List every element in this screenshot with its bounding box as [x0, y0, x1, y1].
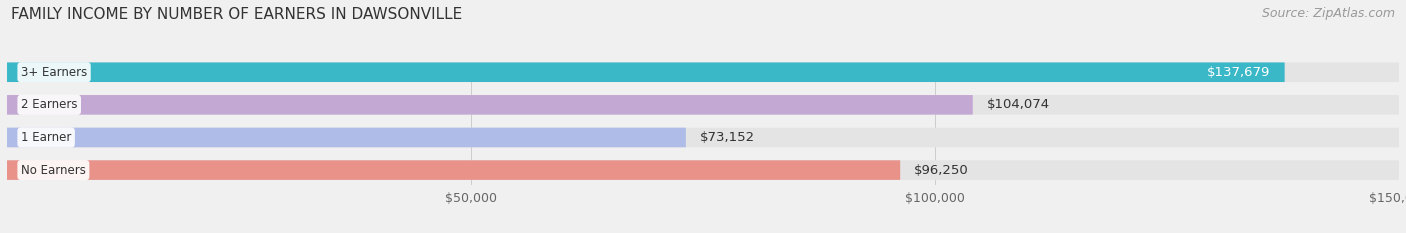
Text: Source: ZipAtlas.com: Source: ZipAtlas.com	[1261, 7, 1395, 20]
Text: $137,679: $137,679	[1208, 66, 1271, 79]
FancyBboxPatch shape	[7, 128, 1399, 147]
Text: 3+ Earners: 3+ Earners	[21, 66, 87, 79]
Text: 2 Earners: 2 Earners	[21, 98, 77, 111]
FancyBboxPatch shape	[7, 128, 686, 147]
FancyBboxPatch shape	[7, 62, 1285, 82]
Text: $104,074: $104,074	[987, 98, 1050, 111]
Text: FAMILY INCOME BY NUMBER OF EARNERS IN DAWSONVILLE: FAMILY INCOME BY NUMBER OF EARNERS IN DA…	[11, 7, 463, 22]
FancyBboxPatch shape	[7, 160, 1399, 180]
FancyBboxPatch shape	[7, 62, 1399, 82]
Text: 1 Earner: 1 Earner	[21, 131, 72, 144]
FancyBboxPatch shape	[7, 95, 1399, 115]
FancyBboxPatch shape	[7, 95, 973, 115]
Text: No Earners: No Earners	[21, 164, 86, 177]
FancyBboxPatch shape	[7, 160, 900, 180]
Text: $73,152: $73,152	[700, 131, 755, 144]
Text: $96,250: $96,250	[914, 164, 969, 177]
